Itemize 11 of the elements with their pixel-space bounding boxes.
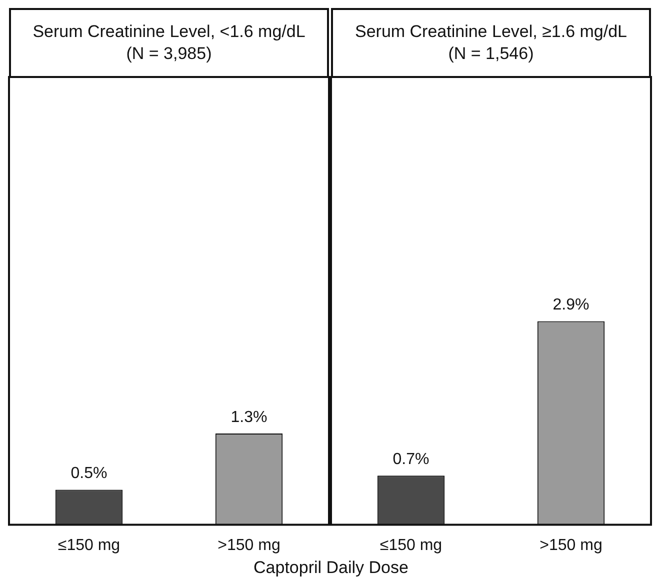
x-axis-title: Captopril Daily Dose [252, 558, 410, 578]
x-tick-label: ≤150 mg [380, 536, 442, 554]
data-label: 1.3% [230, 408, 268, 426]
chart-title: Serum Creatinine Level, <1.6 mg/dL (N = 3,985) [9, 8, 329, 76]
x-tick-label: >150 mg [540, 536, 602, 554]
data-label: 2.9% [552, 296, 590, 314]
x-tick-label: ≤150 mg [58, 536, 120, 554]
data-label: 0.7% [392, 451, 430, 468]
chart-title: Serum Creatinine Level, ≥1.6 mg/dL (N = 1,546) [331, 8, 651, 76]
x-tick-label: >150 mg [218, 536, 280, 554]
data-label: 0.5% [70, 465, 108, 482]
